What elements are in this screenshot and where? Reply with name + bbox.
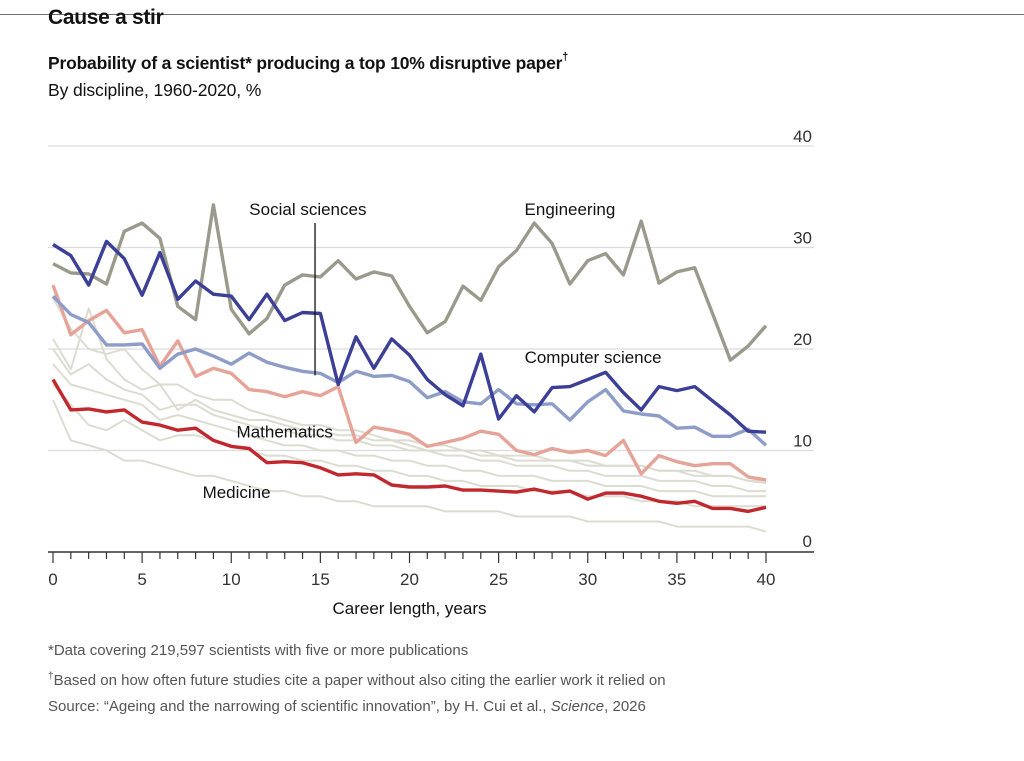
x-tick-label: 30 [578,570,597,589]
y-tick-label: 40 [793,127,812,146]
series-line-other [52,348,766,493]
series-line-computer-science [52,239,767,434]
series-label-medicine: Medicine [203,483,271,502]
x-tick-label: 5 [137,570,146,589]
chart-subtitle-text: Probability of a scientist* producing a … [48,53,563,73]
chart-subtitle: Probability of a scientist* producing a … [48,51,569,74]
line-chart: 10 20 30 40 0 0 5 10 15 20 25 30 35 40 Career length, … [48,127,814,618]
series-line-medicine [51,378,767,514]
chart-description: By discipline, 1960-2020, % [48,80,262,100]
series-line-other [52,297,766,482]
source-journal: Science [550,698,605,715]
footnote-method-text: Based on how often future studies cite a… [53,672,666,689]
series-label-engineering: Engineering [525,200,616,219]
footnotes: *Data covering 219,597 scientists with f… [48,638,666,720]
x-tick-label: 15 [311,570,330,589]
footnote-method: †Based on how often future studies cite … [48,664,666,694]
series-line-social-sciences [51,295,768,447]
series-label-social-sciences: Social sciences [249,200,366,219]
footnote-dagger: † [48,671,54,682]
x-tick-label: 40 [757,570,776,589]
y-tick-label: 10 [793,432,812,451]
x-tick-label: 0 [48,570,57,589]
y-tick-label: 20 [793,330,812,349]
series-line-other [52,363,766,498]
x-tick-label: 10 [222,570,241,589]
series-line-mathematics [51,284,767,482]
headline: Cause a stir [48,6,164,29]
y-tick-label-zero: 0 [803,532,812,551]
series-line-other [52,383,766,508]
dagger-mark: † [562,51,569,64]
x-tick-label: 35 [667,570,686,589]
series-line-other [52,399,767,533]
x-axis-label: Career length, years [332,599,486,618]
series-label-computer-science: Computer science [525,348,662,367]
footnote-data: *Data covering 219,597 scientists with f… [48,642,469,659]
source-prefix: Source: “Ageing and the narrowing of sci… [48,698,551,715]
x-tick-label: 25 [489,570,508,589]
series-line-engineering [52,203,768,362]
top-rule [0,14,1024,15]
source-suffix: , 2026 [604,698,646,715]
x-tick-label: 20 [400,570,419,589]
y-tick-label: 30 [793,229,812,248]
series-label-mathematics: Mathematics [237,422,333,441]
source-note: Source: “Ageing and the narrowing of sci… [48,694,666,720]
